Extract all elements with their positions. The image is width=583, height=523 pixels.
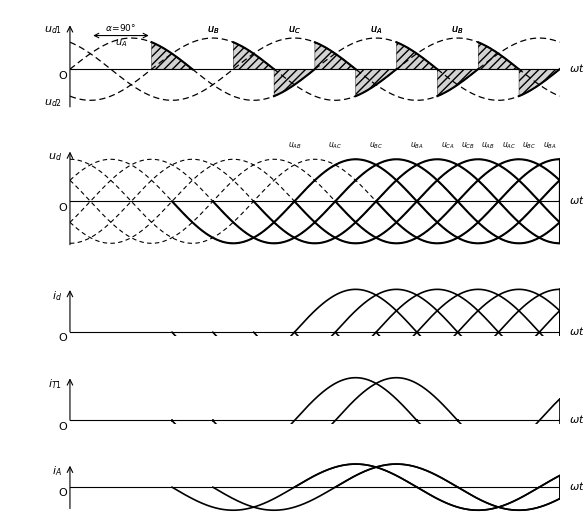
Text: $u_A$: $u_A$ [370, 24, 382, 36]
Text: $u_{AB}$: $u_{AB}$ [482, 140, 495, 151]
Text: $u_{BA}$: $u_{BA}$ [410, 140, 424, 151]
Text: $u_{d1}$: $u_{d1}$ [44, 24, 62, 36]
Text: $i_{T1}$: $i_{T1}$ [48, 378, 62, 392]
Text: $\omega t$: $\omega t$ [570, 413, 583, 425]
Text: $u_{CA}$: $u_{CA}$ [441, 140, 454, 151]
Text: $u_A$: $u_A$ [370, 24, 382, 36]
Text: $u_{AC}$: $u_{AC}$ [328, 140, 342, 151]
Text: $\omega t$: $\omega t$ [570, 62, 583, 74]
Text: $u_{BC}$: $u_{BC}$ [522, 140, 536, 151]
Text: $u_{CB}$: $u_{CB}$ [461, 140, 475, 151]
Text: $\omega t$: $\omega t$ [570, 194, 583, 206]
Text: $i_A$: $i_A$ [52, 464, 62, 478]
Text: O: O [58, 333, 67, 344]
Text: $i_d$: $i_d$ [52, 289, 62, 303]
Text: $u_B$: $u_B$ [206, 24, 219, 36]
Text: $u_{AB}$: $u_{AB}$ [287, 140, 301, 151]
Text: $\omega t$: $\omega t$ [570, 481, 583, 493]
Text: $u_{AC}$: $u_{AC}$ [501, 140, 516, 151]
Text: O: O [58, 202, 67, 212]
Text: $u_{BA}$: $u_{BA}$ [543, 140, 556, 151]
Text: $\alpha\!=\!90°$: $\alpha\!=\!90°$ [106, 22, 136, 33]
Text: $u_B$: $u_B$ [451, 24, 464, 36]
Text: $u_B$: $u_B$ [451, 24, 464, 36]
Text: $u_C$: $u_C$ [288, 24, 301, 36]
Text: $u_{d2}$: $u_{d2}$ [44, 97, 62, 109]
Text: O: O [58, 71, 67, 81]
Text: $u_B$: $u_B$ [206, 24, 219, 36]
Text: O: O [58, 422, 67, 431]
Text: O: O [58, 488, 67, 498]
Text: $u_A$: $u_A$ [115, 38, 127, 49]
Text: $u_C$: $u_C$ [288, 24, 301, 36]
Text: $u_d$: $u_d$ [48, 151, 62, 163]
Text: $u_{BC}$: $u_{BC}$ [369, 140, 383, 151]
Text: $\omega t$: $\omega t$ [570, 325, 583, 337]
